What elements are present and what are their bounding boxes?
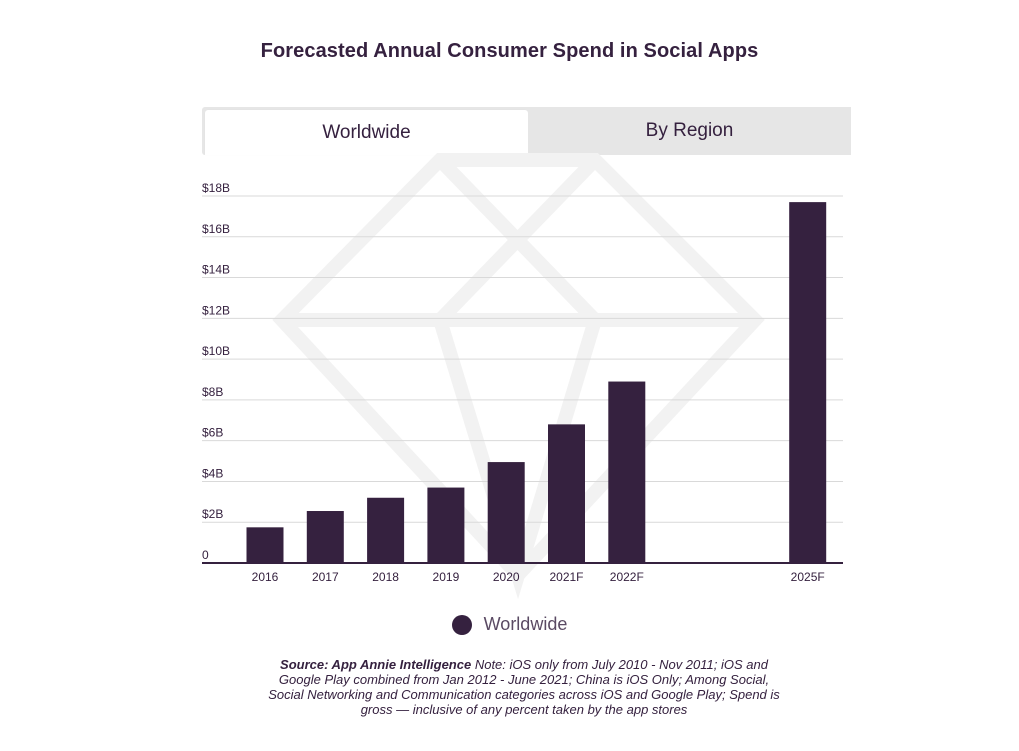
legend-swatch[interactable] [451,614,472,635]
footnote-note: Note: iOS only from July 2010 - Nov 2011… [268,657,780,717]
x-tick-label: 2021F [549,570,583,584]
y-tick-label: $10B [202,344,230,358]
bar-2017[interactable] [306,511,344,563]
bar-2016[interactable] [246,527,284,563]
y-tick-label: $12B [202,303,230,317]
bar-2018[interactable] [367,497,405,563]
tab-bar: Worldwide By Region [202,107,851,155]
bars [246,202,827,563]
y-tick-label: $4B [202,466,223,480]
x-tick-label: 2022F [610,570,644,584]
x-tick-label: 2020 [493,570,520,584]
footnote: Source: App Annie Intelligence Note: iOS… [262,657,786,717]
x-tick-label: 2017 [312,570,339,584]
legend: Worldwide [0,614,1019,635]
legend-label[interactable]: Worldwide [483,614,568,634]
x-axis-ticks: 2016 2017 2018 2019 2020 2021F 2022F 2025F [252,570,825,584]
y-tick-label: $2B [202,507,223,521]
y-tick-label: $14B [202,263,230,277]
tab-worldwide[interactable]: Worldwide [205,110,528,155]
y-tick-label: $18B [202,181,230,195]
x-tick-label: 2016 [252,570,279,584]
y-axis-ticks: 0 $2B $4B $6B $8B $10B $12B $14B $16B $18B [202,181,230,562]
bar-2025f[interactable] [789,202,827,563]
footnote-source: Source: App Annie Intelligence [280,657,472,672]
y-tick-label: 0 [202,548,209,562]
y-tick-label: $8B [202,385,223,399]
tab-by-region[interactable]: By Region [528,107,851,155]
x-tick-label: 2019 [433,570,460,584]
bar-2022f[interactable] [608,381,646,563]
chart-title: Forecasted Annual Consumer Spend in Soci… [260,40,759,62]
x-tick-label: 2025F [791,570,825,584]
y-tick-label: $16B [202,222,230,236]
x-tick-label: 2018 [372,570,399,584]
bar-2019[interactable] [427,487,465,563]
y-tick-label: $6B [202,426,223,440]
bar-2021f[interactable] [548,424,585,563]
bar-2020[interactable] [487,462,525,563]
